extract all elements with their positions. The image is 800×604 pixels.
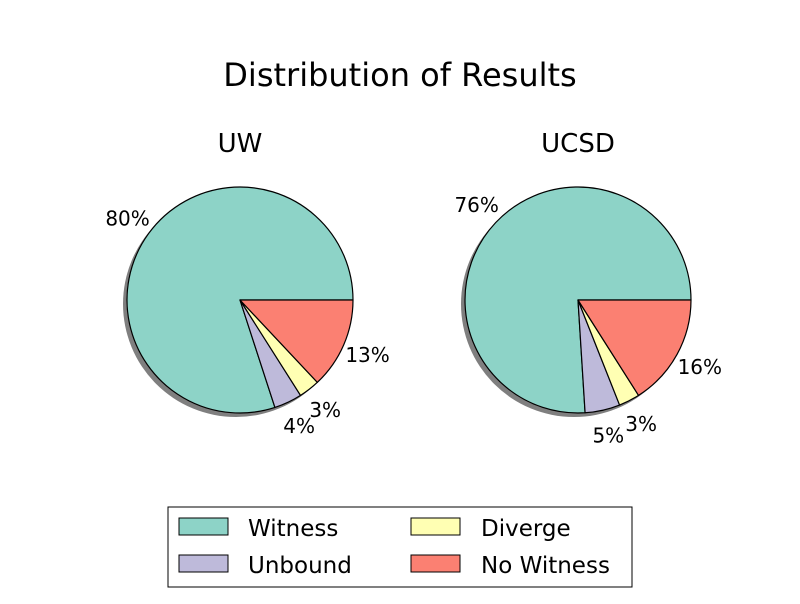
legend-item-no-witness: No Witness xyxy=(410,553,610,579)
pie-label-ucsd-witness: 76% xyxy=(454,193,498,217)
legend-label-diverge: Diverge xyxy=(481,516,571,542)
legend: Witness Unbound Diverge No Witness xyxy=(167,506,633,588)
legend-swatch-witness xyxy=(178,517,229,536)
pie-label-ucsd-no-witness: 16% xyxy=(678,355,722,379)
legend-swatch-no-witness xyxy=(410,554,461,573)
pie-slice-uw-witness xyxy=(126,186,354,414)
pie-title-ucsd: UCSD xyxy=(541,129,615,159)
pie-chart-uw: UW 80% 4%3% 13% xyxy=(105,129,389,438)
legend-swatch-unbound xyxy=(178,554,229,573)
legend-swatch-diverge xyxy=(410,517,461,536)
legend-frame xyxy=(167,506,633,588)
pie-chart-ucsd: UCSD 76% 5% 3% 16% xyxy=(454,129,722,448)
figure-title: Distribution of Results xyxy=(223,56,576,94)
pie-label-uw-witness: 80% xyxy=(105,206,149,230)
pie-slice-uw-no-witness xyxy=(239,299,354,383)
legend-label-unbound: Unbound xyxy=(248,553,352,579)
pie-title-uw: UW xyxy=(218,129,263,159)
pie-label-uw-unbound: 4% xyxy=(283,414,315,438)
legend-label-witness: Witness xyxy=(248,516,338,542)
legend-label-no-witness: No Witness xyxy=(481,553,610,579)
pie-slice-ucsd-no-witness xyxy=(577,299,692,397)
pie-label-ucsd-unbound: 5% xyxy=(592,424,624,448)
pie-label-ucsd-diverge: 3% xyxy=(625,412,657,436)
pie-label-uw-no-witness: 13% xyxy=(345,343,389,367)
legend-item-witness: Witness xyxy=(178,516,338,542)
legend-item-unbound: Unbound xyxy=(178,553,352,579)
pie-label-uw-diverge: 3% xyxy=(309,398,341,422)
legend-item-diverge: Diverge xyxy=(410,516,571,542)
